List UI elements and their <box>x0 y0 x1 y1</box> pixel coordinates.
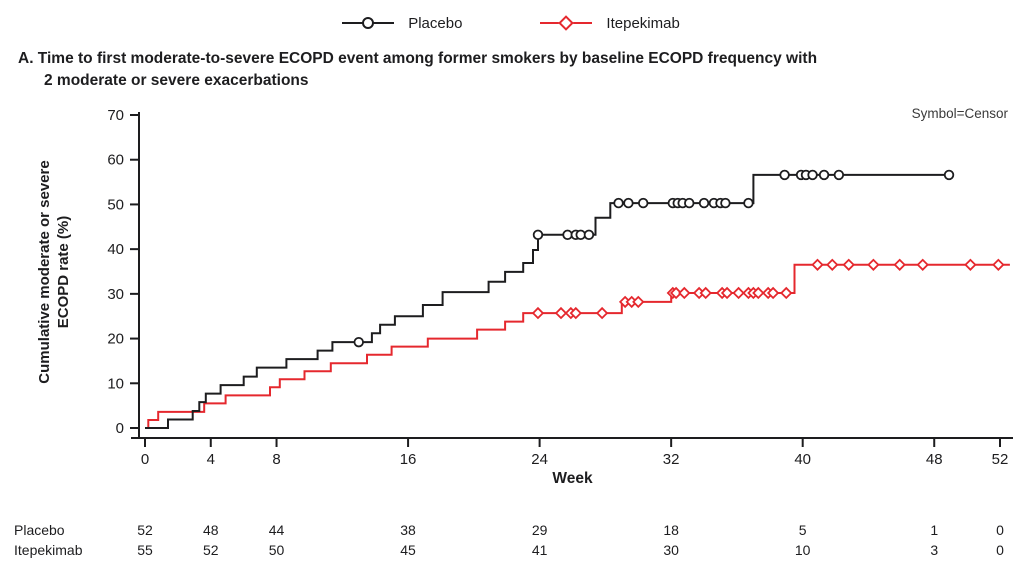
itepekimab-censor-diamond-icon <box>632 295 645 309</box>
x-tick-label: 48 <box>926 451 943 468</box>
risk-value: 45 <box>400 542 416 558</box>
censor-note: Symbol=Censor <box>911 106 1008 121</box>
itepekimab-censor-diamond-icon <box>867 258 880 271</box>
placebo-censor-circle-icon <box>562 229 573 241</box>
placebo-censor-circle-icon <box>833 169 845 181</box>
chart-legend: Placebo Itepekimab <box>0 8 1022 38</box>
y-tick-label: 10 <box>107 375 124 392</box>
itepekimab-censor-diamond-icon <box>752 286 765 300</box>
placebo-censor-circle-icon <box>779 169 790 181</box>
placebo-censor-circle-icon <box>818 169 830 181</box>
risk-value: 0 <box>996 522 1004 538</box>
placebo-censor-circle-icon <box>353 336 364 348</box>
placebo-censor-circle-icon <box>638 197 649 209</box>
risk-value: 30 <box>663 542 679 558</box>
x-tick-label: 16 <box>400 451 417 468</box>
y-tick-label: 30 <box>107 286 124 303</box>
y-tick-label: 70 <box>107 107 124 124</box>
placebo-censor-circle-icon <box>743 197 754 209</box>
risk-value: 3 <box>930 542 939 558</box>
itepekimab-censor-diamond-icon <box>766 286 780 300</box>
risk-value: 50 <box>268 542 285 558</box>
risk-value: 38 <box>400 522 416 538</box>
figure-title-line2: 2 moderate or severe exacerbations <box>44 72 309 89</box>
risk-value: 48 <box>202 522 219 538</box>
itepekimab-censor-diamond-icon <box>916 258 929 271</box>
y-tick-label: 60 <box>107 152 124 169</box>
itepekimab-censor-diamond-icon <box>554 306 568 320</box>
x-tick-label: 40 <box>794 451 811 468</box>
x-tick-label: 4 <box>207 451 215 468</box>
circle-marker-icon <box>362 17 375 29</box>
itepekimab-censor-diamond-icon <box>669 286 683 300</box>
legend-label: Placebo <box>408 14 463 32</box>
y-tick-label: 0 <box>116 420 124 437</box>
itepekimab-censor-diamond-icon <box>531 306 545 320</box>
itepekimab-censor-diamond-icon <box>811 258 824 271</box>
figure-title-line1: A. Time to first moderate-to-severe ECOP… <box>18 50 818 67</box>
itepekimab-legend-line <box>540 15 593 31</box>
placebo-legend-line <box>342 17 395 29</box>
risk-value: 29 <box>531 522 548 538</box>
y-tick-label: 40 <box>107 241 124 258</box>
placebo-censor-circle-icon <box>807 169 818 181</box>
placebo-censor-circle-icon <box>623 197 634 209</box>
legend-item-placebo: Placebo <box>342 15 462 32</box>
x-tick-label: 0 <box>141 451 149 468</box>
itepekimab-censor-diamond-icon <box>569 306 582 320</box>
figure-title: A. Time to first moderate-to-severe ECOP… <box>18 48 817 92</box>
risk-row-label-placebo: Placebo <box>14 522 65 538</box>
itepekimab-censor-diamond-icon <box>826 258 839 271</box>
x-tick-label: 24 <box>531 451 548 468</box>
placebo-censor-circle-icon <box>575 229 586 241</box>
x-tick-label: 32 <box>663 451 680 468</box>
itepekimab-censor-diamond-icon <box>964 258 977 271</box>
risk-value: 0 <box>996 542 1004 558</box>
placebo-censor-circle-icon <box>583 229 595 241</box>
itepekimab-censor-diamond-icon <box>732 286 745 300</box>
itepekimab-censor-diamond-icon <box>992 258 1005 271</box>
risk-value: 52 <box>202 542 219 558</box>
placebo-curve <box>145 173 949 429</box>
y-tick-label: 20 <box>107 331 124 348</box>
x-tick-label: 52 <box>992 451 1009 468</box>
placebo-censor-circle-icon <box>698 197 710 209</box>
placebo-censor-circle-icon <box>613 197 624 209</box>
risk-value: 18 <box>663 522 679 538</box>
itepekimab-censor-diamond-icon <box>678 286 691 300</box>
itepekimab-curve <box>145 263 1010 429</box>
itepekimab-censor-diamond-icon <box>720 286 734 300</box>
itepekimab-censor-diamond-icon <box>893 258 906 271</box>
risk-value: 52 <box>137 522 153 538</box>
legend-item-itepekimab: Itepekimab <box>540 14 680 32</box>
risk-value: 41 <box>531 542 548 558</box>
itepekimab-censor-diamond-icon <box>780 286 793 300</box>
placebo-censor-circle-icon <box>684 197 695 209</box>
risk-value: 5 <box>798 522 807 538</box>
x-axis-title: Week <box>552 470 593 487</box>
risk-value: 55 <box>137 542 153 558</box>
risk-value: 44 <box>268 522 285 538</box>
legend-label: Itepekimab <box>606 14 680 32</box>
itepekimab-censor-diamond-icon <box>699 286 712 300</box>
placebo-censor-circle-icon <box>720 197 731 209</box>
y-tick-label: 50 <box>107 196 124 213</box>
itepekimab-censor-diamond-icon <box>595 306 609 320</box>
placebo-censor-circle-icon <box>532 229 544 241</box>
x-tick-label: 8 <box>272 451 280 468</box>
placebo-censor-circle-icon <box>943 169 955 181</box>
risk-row-label-itepekimab: Itepekimab <box>14 542 83 558</box>
risk-value: 10 <box>794 542 811 558</box>
risk-value: 1 <box>930 522 939 538</box>
itepekimab-censor-diamond-icon <box>842 258 855 271</box>
